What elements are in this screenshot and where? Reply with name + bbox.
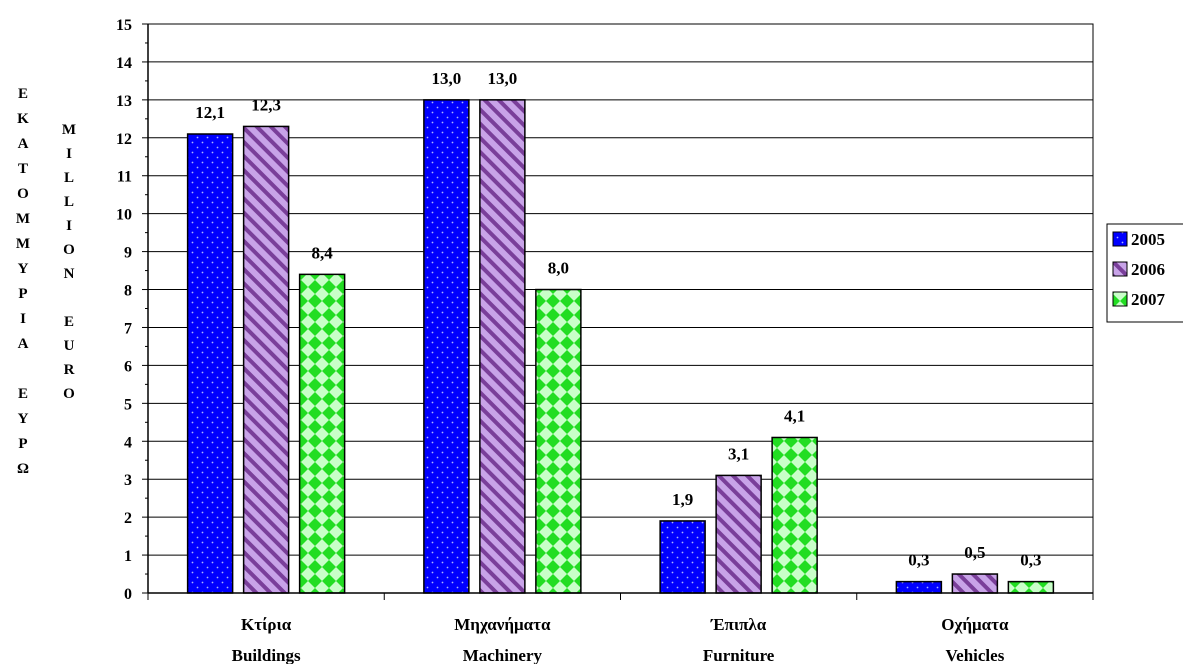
legend-label-2006: 2006 (1131, 260, 1165, 279)
y-title-letter-gr: Κ (17, 111, 29, 127)
data-label: 0,5 (964, 543, 985, 562)
bar-2005-3 (895, 580, 943, 594)
y-title-letter-gr: Ο (17, 186, 29, 202)
bar-2007-2 (771, 436, 818, 594)
y-tick-label: 4 (124, 434, 132, 451)
y-title-letter-en: E (64, 314, 74, 330)
bar-2005-1 (423, 99, 470, 594)
data-label: 13,0 (488, 69, 518, 88)
data-label: 3,1 (728, 444, 749, 463)
y-tick-label: 9 (124, 245, 132, 262)
legend-swatch-2005 (1112, 231, 1128, 247)
legend: 2005 2006 2007 (1106, 223, 1183, 323)
data-label: 1,9 (672, 490, 693, 509)
y-tick-label: 7 (124, 320, 132, 337)
legend-swatch-2006 (1112, 261, 1128, 277)
bar-2007-0 (298, 273, 346, 594)
y-title-letter-en: I (66, 218, 72, 234)
y-tick-label: 14 (116, 55, 132, 72)
x-category-label-en: Machinery (463, 646, 543, 664)
x-axis: Κτίρια Buildings Μηχανήματα Machinery Έπιπλα… (147, 592, 1094, 664)
data-label: 12,1 (195, 103, 225, 122)
bar-2006-0 (242, 125, 290, 594)
y-title-letter-en: O (63, 386, 75, 402)
y-tick-label: 11 (117, 169, 132, 186)
legend-label-2005: 2005 (1131, 230, 1165, 249)
data-label: 13,0 (432, 69, 462, 88)
data-label: 4,1 (784, 406, 805, 425)
x-category-label: Μηχανήματα (454, 615, 551, 634)
y-tick-label: 3 (124, 472, 132, 489)
y-title-letter-gr: Μ (16, 236, 30, 252)
data-label: 0,3 (1020, 551, 1041, 570)
y-title-letter-en: M (62, 122, 76, 138)
x-category-label-en: Vehicles (945, 646, 1004, 664)
y-tick-label: 12 (116, 131, 132, 148)
bar-series (186, 99, 1055, 594)
bar-2007-3 (1007, 580, 1055, 594)
y-tick-label: 0 (124, 586, 132, 603)
x-category-label-en: Buildings (232, 646, 301, 664)
y-title-letter-gr: Υ (18, 411, 29, 427)
y-tick-label: 8 (124, 283, 132, 300)
plot-frame (147, 23, 1094, 594)
y-tick-label: 6 (124, 358, 132, 375)
y-title-letter-gr: Τ (18, 161, 28, 177)
data-labels: 12,1 12,3 8,4 13,0 13,0 8,0 1,9 3,1 4,1 0,3 0,5 0,3 (195, 69, 1041, 570)
y-title-letter-gr: Ε (18, 386, 28, 402)
data-label: 8,4 (312, 243, 334, 262)
bar-2005-0 (186, 133, 234, 594)
y-title-letter-gr: Ρ (18, 286, 27, 302)
legend-swatch-2007 (1112, 291, 1128, 307)
y-title-letter-en: U (64, 338, 75, 354)
x-category-label-en: Furniture (703, 646, 775, 664)
y-title-letter-gr: Μ (16, 211, 30, 227)
bar-2006-2 (715, 474, 762, 594)
y-tick-label: 2 (124, 510, 132, 527)
x-category-label: Κτίρια (241, 615, 292, 634)
y-title-letter-en: L (64, 170, 74, 186)
y-title-letter-gr: Α (18, 336, 29, 352)
y-tick-label: 10 (116, 207, 132, 224)
plot-area: 12,1 12,3 8,4 13,0 13,0 8,0 1,9 3,1 4,1 0,3 0,5 0,3 (147, 23, 1094, 594)
bar-2005-2 (659, 520, 706, 594)
data-label: 8,0 (548, 259, 569, 278)
x-category-label: Έπιπλα (710, 615, 767, 634)
y-title-letter-gr: Ρ (18, 436, 27, 452)
y-title-letter-gr: Ε (18, 86, 28, 102)
bar-2006-1 (479, 99, 526, 594)
legend-label-2007: 2007 (1131, 290, 1166, 309)
y-title-letter-en: I (66, 146, 72, 162)
y-title-letter-gr: Ω (17, 461, 29, 477)
y-tick-label: 1 (124, 548, 132, 565)
y-tick-label: 13 (116, 93, 132, 110)
y-tick-label: 15 (116, 17, 132, 34)
y-title-letter-en: O (63, 242, 75, 258)
y-title-letter-en: N (64, 266, 75, 282)
y-title-letter-gr: Υ (18, 261, 29, 277)
x-category-label: Οχήματα (941, 615, 1009, 634)
y-title-letter-en: L (64, 194, 74, 210)
y-title-letter-gr: Α (18, 136, 29, 152)
y-title-letter-en: R (64, 362, 75, 378)
y-tick-label: 5 (124, 396, 132, 413)
bar-2006-3 (951, 573, 999, 594)
bar-2007-1 (535, 288, 582, 594)
data-label: 12,3 (251, 95, 281, 114)
data-label: 0,3 (908, 551, 929, 570)
y-title-letter-gr: Ι (20, 311, 26, 327)
